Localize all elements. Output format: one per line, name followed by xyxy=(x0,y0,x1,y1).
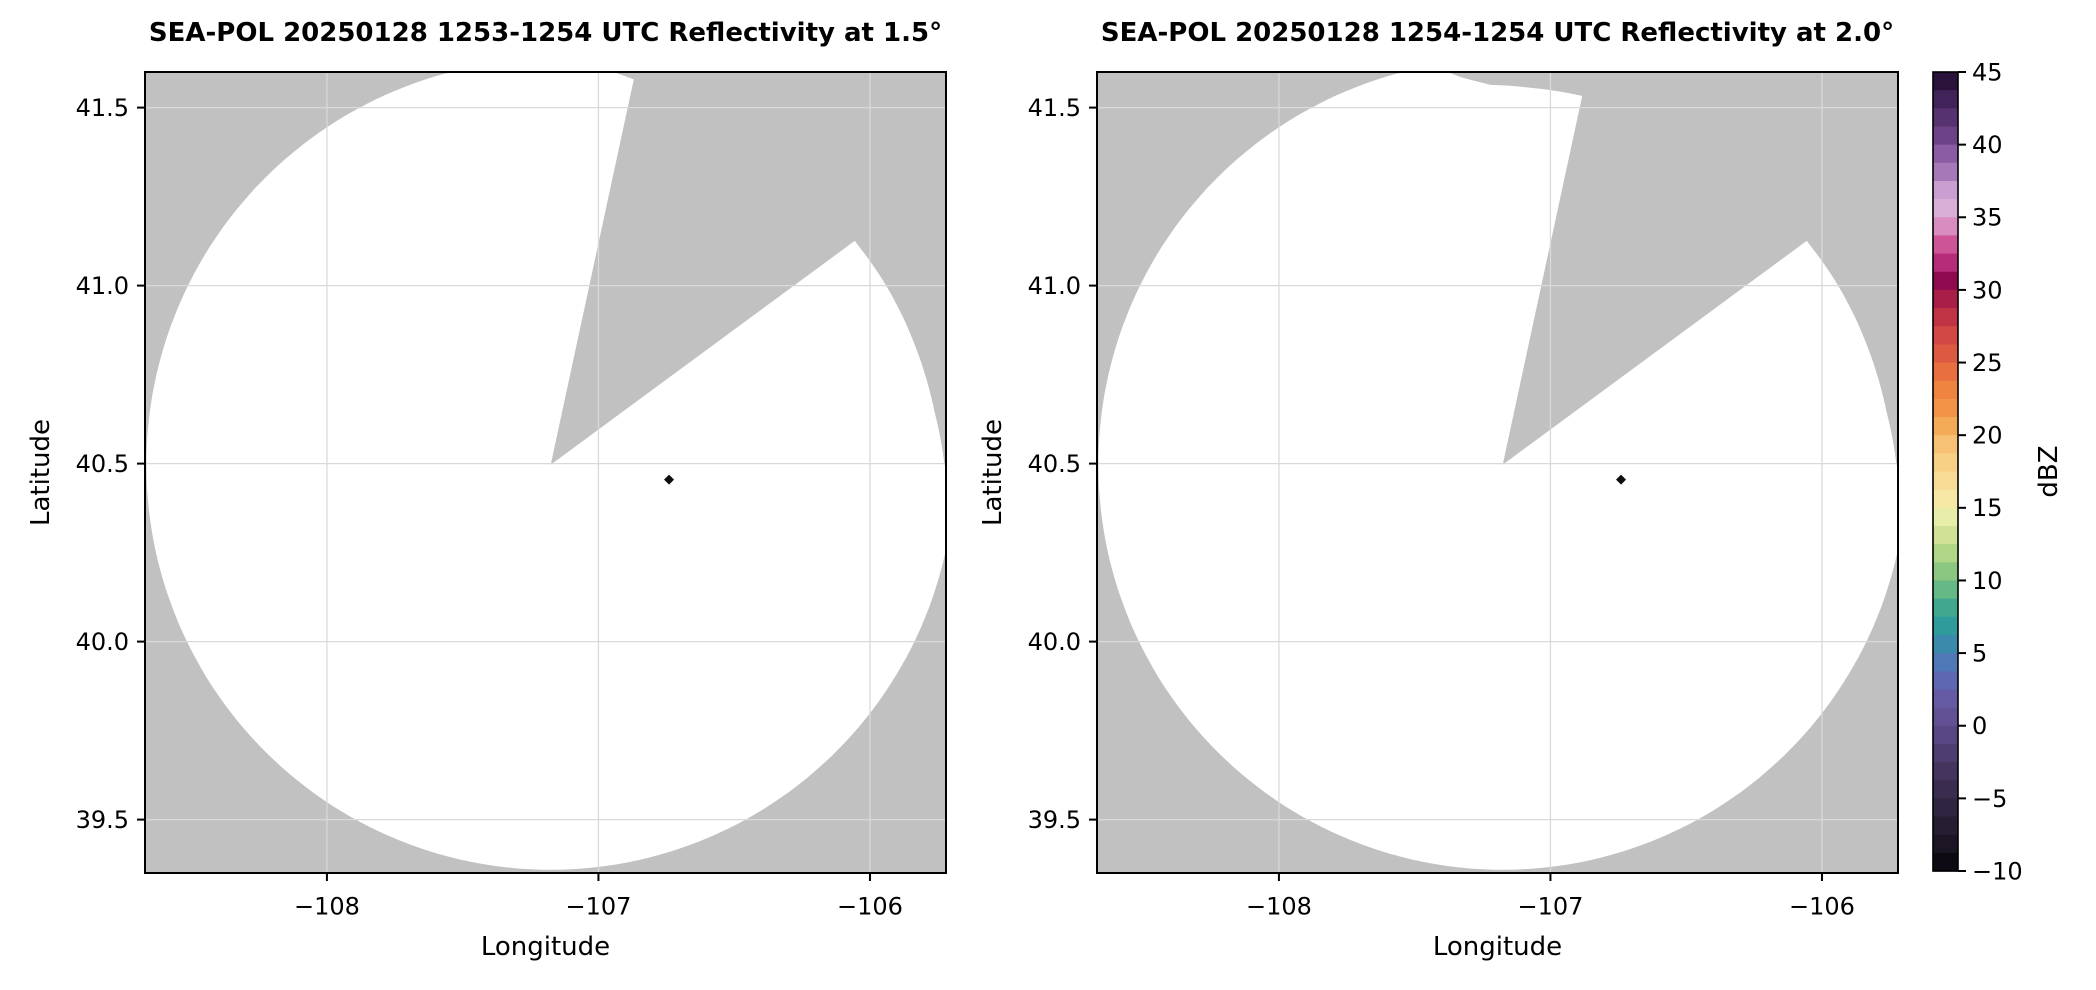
y-tick-label: 40.5 xyxy=(1028,450,1081,478)
y-tick-label: 39.5 xyxy=(1028,806,1081,834)
colorbar-band xyxy=(1933,580,1958,600)
colorbar-band xyxy=(1933,544,1958,563)
colorbar-tick-label: 0 xyxy=(1972,712,1987,740)
colorbar-band xyxy=(1933,308,1958,327)
colorbar-band xyxy=(1933,762,1958,781)
radar-scan-area xyxy=(146,72,946,870)
colorbar-tick-label: 5 xyxy=(1972,639,1987,667)
colorbar-band xyxy=(1933,271,1958,291)
colorbar-band xyxy=(1933,326,1958,345)
colorbar-band xyxy=(1933,417,1958,436)
panel-right-title: SEA-POL 20250128 1254-1254 UTC Reflectiv… xyxy=(1101,18,1894,48)
colorbar-band xyxy=(1933,852,1958,872)
colorbar-tick-label: 20 xyxy=(1972,422,2003,450)
y-tick-label: 39.5 xyxy=(76,806,129,834)
colorbar-band xyxy=(1933,816,1958,836)
colorbar-band xyxy=(1933,72,1958,91)
radar-panel-right: −108 −107 −106 41.5 41.0 40.5 40.0 39.5 xyxy=(1028,71,1899,920)
panel-right-x-axis-label: Longitude xyxy=(1433,932,1562,962)
colorbar-band xyxy=(1933,90,1958,109)
x-tick-label: −106 xyxy=(1789,892,1855,920)
axes-border xyxy=(1096,71,1899,874)
colorbar-band xyxy=(1933,616,1958,636)
colorbar-band xyxy=(1933,707,1958,727)
colorbar-band xyxy=(1933,598,1958,618)
colorbar-band xyxy=(1933,689,1958,709)
y-tick-label: 41.0 xyxy=(76,272,129,300)
axes-border xyxy=(144,71,947,874)
colorbar-band xyxy=(1933,398,1958,418)
colorbar-band xyxy=(1933,180,1958,200)
colorbar-tick-label: −10 xyxy=(1972,857,2023,885)
colorbar-band xyxy=(1933,671,1958,691)
radar-panel-left: −108 −107 −106 41.5 41.0 40.5 40.0 39.5 xyxy=(76,71,947,920)
colorbar-band xyxy=(1933,562,1958,582)
colorbar-band xyxy=(1933,834,1958,854)
colorbar: 45 40 35 30 25 20 15 10 5 0 −5 −10 xyxy=(1932,58,2023,885)
colorbar-tick-label: 35 xyxy=(1972,204,2003,232)
colorbar-band xyxy=(1933,217,1958,237)
colorbar-band xyxy=(1933,780,1958,799)
y-tick-label: 40.0 xyxy=(76,628,129,656)
x-tick-label: −107 xyxy=(565,892,631,920)
y-tick-label: 41.0 xyxy=(1028,272,1081,300)
panel-left-title: SEA-POL 20250128 1253-1254 UTC Reflectiv… xyxy=(149,18,942,48)
x-tick-label: −108 xyxy=(294,892,360,920)
y-tick-label: 41.5 xyxy=(1028,94,1081,122)
colorbar-band xyxy=(1933,471,1958,491)
colorbar-band xyxy=(1933,289,1958,309)
panel-left-x-axis-label: Longitude xyxy=(481,932,610,962)
panel-right-y-axis-label: Latitude xyxy=(978,419,1008,526)
colorbar-band xyxy=(1933,798,1958,818)
colorbar-band xyxy=(1933,380,1958,400)
colorbar-tick-label: −5 xyxy=(1972,785,2007,813)
colorbar-axis-label: dBZ xyxy=(2034,445,2064,497)
colorbar-band xyxy=(1933,235,1958,255)
radar-scan-area xyxy=(1098,72,1898,870)
colorbar-band xyxy=(1933,253,1958,273)
y-tick-label: 40.5 xyxy=(76,450,129,478)
colorbar-band xyxy=(1933,144,1958,164)
colorbar-tick-label: 10 xyxy=(1972,567,2003,595)
colorbar-tick-label: 25 xyxy=(1972,349,2003,377)
colorbar-tick-label: 45 xyxy=(1972,58,2003,86)
reflectivity-echo-marker xyxy=(664,474,675,485)
colorbar-band xyxy=(1933,743,1958,763)
colorbar-band xyxy=(1933,453,1958,473)
colorbar-band xyxy=(1933,634,1958,654)
colorbar-band xyxy=(1933,489,1958,509)
colorbar-band xyxy=(1933,435,1958,454)
colorbar-band xyxy=(1933,199,1958,218)
colorbar-band xyxy=(1933,108,1958,128)
colorbar-band xyxy=(1933,525,1958,545)
colorbar-tick-label: 30 xyxy=(1972,276,2003,304)
y-tick-label: 41.5 xyxy=(76,94,129,122)
colorbar-band xyxy=(1933,344,1958,364)
colorbar-band xyxy=(1933,362,1958,382)
colorbar-band xyxy=(1933,126,1958,146)
colorbar-tick-label: 15 xyxy=(1972,494,2003,522)
reflectivity-echo-marker xyxy=(1616,474,1627,485)
y-tick-label: 40.0 xyxy=(1028,628,1081,656)
x-tick-label: −107 xyxy=(1517,892,1583,920)
colorbar-band xyxy=(1933,653,1958,672)
x-tick-label: −106 xyxy=(837,892,903,920)
x-tick-label: −108 xyxy=(1246,892,1312,920)
colorbar-band xyxy=(1933,162,1958,182)
colorbar-band xyxy=(1933,725,1958,745)
colorbar-outline xyxy=(1932,71,1959,872)
colorbar-band xyxy=(1933,507,1958,527)
colorbar-tick-label: 40 xyxy=(1972,131,2003,159)
panel-left-y-axis-label: Latitude xyxy=(26,419,56,526)
